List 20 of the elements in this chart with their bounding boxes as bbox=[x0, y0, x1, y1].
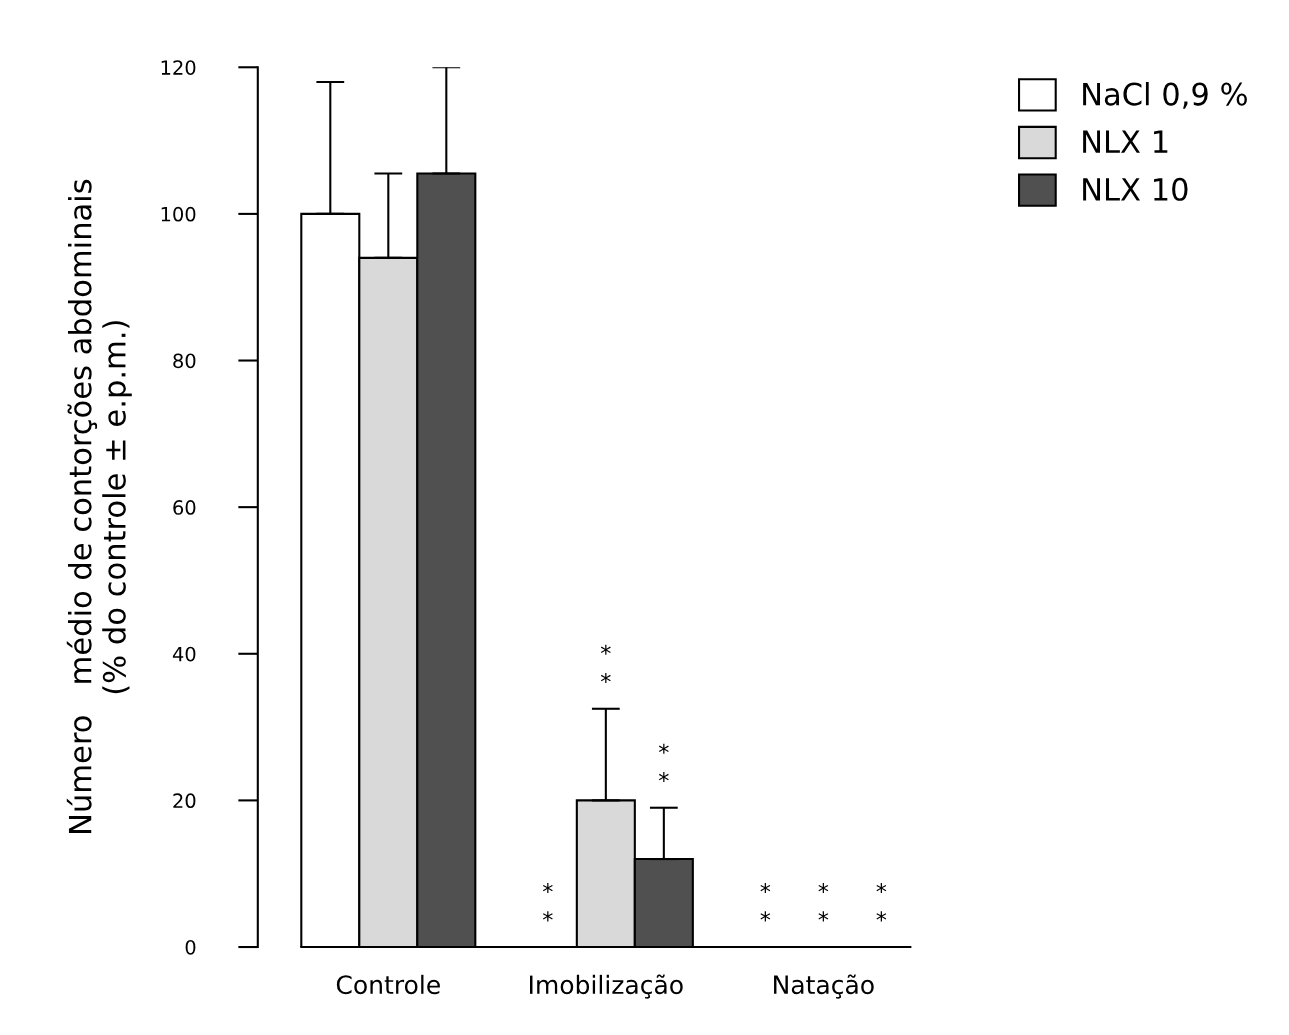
y-tick-label: 80 bbox=[173, 353, 196, 369]
y-tick-label: 20 bbox=[173, 793, 196, 809]
annotation: * * bbox=[600, 644, 611, 684]
annotation: * * bbox=[760, 882, 771, 922]
x-tick-label: Controle bbox=[336, 974, 440, 995]
y-tick-label: 40 bbox=[172, 646, 196, 662]
y-tick-label: 60 bbox=[173, 500, 196, 515]
annotation: * * bbox=[818, 882, 829, 922]
legend-label: NLX 1 bbox=[1083, 130, 1168, 153]
y-axis-title: Número médio de contorções abdominais (% do controle ± e.p.m.) bbox=[66, 179, 132, 833]
x-tick-label: Natação bbox=[774, 974, 874, 999]
x-tick-label: Imobilização bbox=[530, 974, 683, 999]
y-tick-label: 120 bbox=[161, 60, 196, 75]
legend-label: NLX 10 bbox=[1083, 177, 1188, 201]
y-tick-label: 100 bbox=[161, 206, 196, 222]
y-tick-label: 0 bbox=[185, 939, 196, 955]
legend-label: NaCl 0,9 % bbox=[1083, 82, 1247, 109]
annotation: * * bbox=[876, 882, 887, 922]
annotation: * * bbox=[542, 882, 553, 922]
annotation: * * bbox=[658, 743, 669, 783]
